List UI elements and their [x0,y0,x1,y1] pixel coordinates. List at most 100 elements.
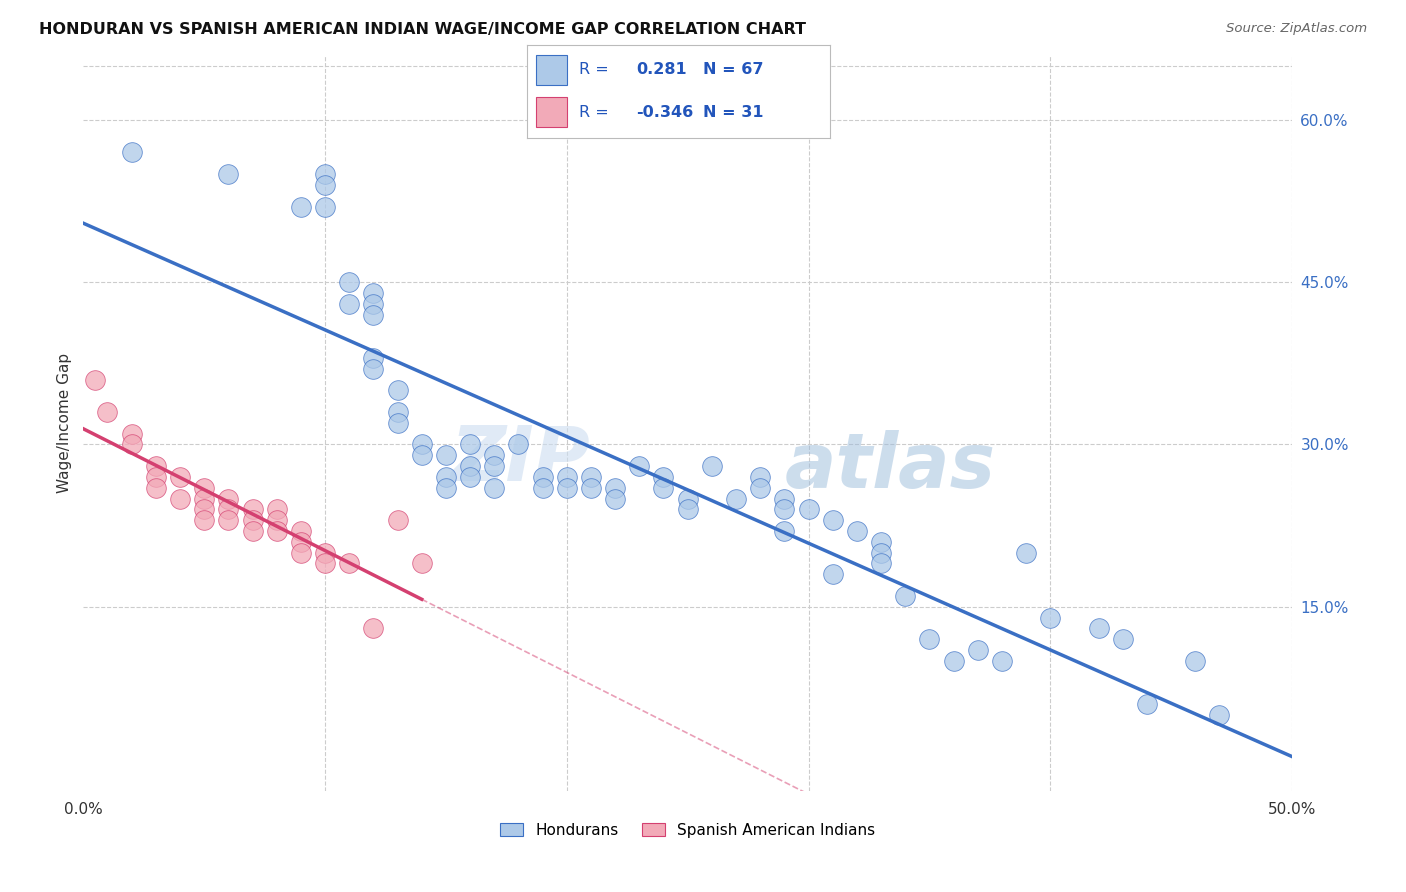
Point [411,557,433,571]
Text: -0.346: -0.346 [636,104,693,120]
Point [434,481,457,495]
Point [870,557,893,571]
Point [870,534,893,549]
Text: HONDURAN VS SPANISH AMERICAN INDIAN WAGE/INCOME GAP CORRELATION CHART: HONDURAN VS SPANISH AMERICAN INDIAN WAGE… [39,22,807,37]
Point [508,437,530,451]
FancyBboxPatch shape [536,55,567,85]
Point [1208,707,1230,722]
Legend: Hondurans, Spanish American Indians: Hondurans, Spanish American Indians [492,815,883,846]
Point [84,373,107,387]
Point [773,502,796,516]
Text: R =: R = [579,62,613,78]
Point [193,502,215,516]
Point [314,167,336,181]
Text: ZIP: ZIP [451,423,591,497]
Point [555,470,578,484]
Point [242,524,264,538]
Point [1015,546,1038,560]
Point [434,448,457,462]
Point [555,481,578,495]
Point [363,351,385,365]
Point [337,275,360,289]
Point [266,502,288,516]
Text: N = 31: N = 31 [703,104,763,120]
Point [579,481,602,495]
Point [845,524,868,538]
Point [484,481,506,495]
Point [1087,621,1109,635]
Point [411,437,433,451]
Point [314,546,336,560]
Point [193,491,215,506]
Point [217,167,239,181]
Point [966,643,988,657]
Point [918,632,941,647]
Point [314,178,336,192]
Point [749,470,772,484]
Point [411,448,433,462]
Point [434,470,457,484]
Point [121,437,143,451]
Point [579,470,602,484]
Point [242,502,264,516]
Point [96,405,118,419]
Point [145,470,167,484]
Point [217,513,239,527]
Point [821,513,844,527]
Point [290,524,312,538]
Point [700,459,723,474]
Point [458,459,481,474]
Point [458,470,481,484]
Point [484,448,506,462]
Text: R =: R = [579,104,613,120]
Point [991,654,1014,668]
Point [894,589,917,603]
Point [217,502,239,516]
Point [193,481,215,495]
Point [242,513,264,527]
Text: atlas: atlas [785,430,995,504]
Point [821,567,844,582]
Point [266,524,288,538]
Point [652,481,675,495]
Text: 0.281: 0.281 [636,62,686,78]
Point [531,470,554,484]
Point [266,513,288,527]
Point [314,200,336,214]
Point [652,470,675,484]
Point [797,502,820,516]
Point [169,491,191,506]
Point [628,459,651,474]
Point [217,491,239,506]
Point [484,459,506,474]
Point [169,470,191,484]
Point [290,534,312,549]
Point [290,546,312,560]
Point [724,491,747,506]
Point [121,426,143,441]
Point [337,557,360,571]
Point [363,621,385,635]
Point [363,286,385,301]
Point [387,384,409,398]
Point [145,481,167,495]
Point [870,546,893,560]
Y-axis label: Wage/Income Gap: Wage/Income Gap [58,353,72,493]
Point [387,416,409,430]
Point [363,297,385,311]
Point [363,361,385,376]
Point [121,145,143,160]
Point [458,437,481,451]
Point [290,200,312,214]
Text: N = 67: N = 67 [703,62,763,78]
Point [193,513,215,527]
Point [387,405,409,419]
Point [773,524,796,538]
Point [676,491,699,506]
Point [603,491,626,506]
Point [603,481,626,495]
Point [942,654,965,668]
Point [145,459,167,474]
Point [1184,654,1206,668]
Point [387,513,409,527]
